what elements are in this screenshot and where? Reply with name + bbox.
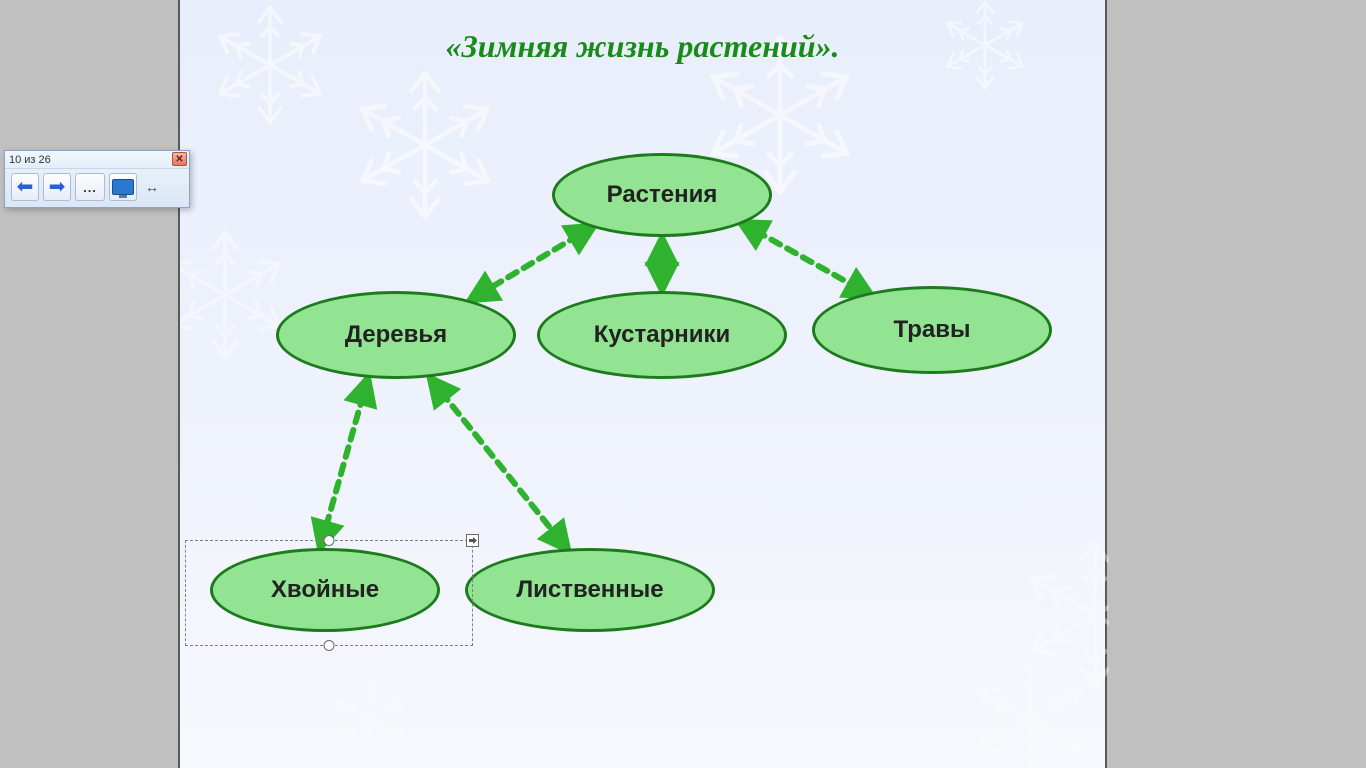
- next-slide-button[interactable]: ➡: [43, 173, 71, 201]
- close-icon: ✕: [175, 154, 183, 165]
- selection-handle-corner[interactable]: [466, 534, 479, 547]
- node-label: Деревья: [345, 321, 447, 349]
- selection-handle-bottom[interactable]: [324, 640, 335, 651]
- selection-box[interactable]: [185, 540, 473, 646]
- selection-handle-top[interactable]: [324, 535, 335, 546]
- node-label: Лиственные: [516, 576, 663, 604]
- snowflake-bg: [180, 0, 1109, 768]
- swap-icon: ↔: [145, 179, 159, 195]
- presentation-slide: «Зимняя жизнь растений». Растения Деревья…: [178, 0, 1107, 768]
- toolbar-close-button[interactable]: ✕: [172, 152, 187, 166]
- monitor-icon: [112, 179, 134, 195]
- node-label: Растения: [607, 181, 718, 209]
- toolbar-titlebar[interactable]: 10 из 26 ✕: [5, 151, 189, 169]
- diagram-node-root[interactable]: Растения: [552, 153, 772, 237]
- toolbar-body: ⬅ ➡ ... ↔: [5, 169, 189, 205]
- presenter-view-button[interactable]: [109, 173, 137, 201]
- slide-menu-button[interactable]: ...: [75, 173, 105, 201]
- diagram-edge: [430, 378, 568, 550]
- toolbar-title: 10 из 26: [9, 154, 51, 166]
- arrow-right-icon: ➡: [49, 177, 66, 197]
- arrow-left-icon: ⬅: [17, 177, 34, 197]
- diagram-node-herbs[interactable]: Травы: [812, 286, 1052, 374]
- swap-displays-button[interactable]: ↔: [141, 173, 163, 201]
- diagram-node-trees[interactable]: Деревья: [276, 291, 516, 379]
- slide-title: «Зимняя жизнь растений».: [180, 28, 1105, 65]
- node-label: Кустарники: [594, 321, 731, 349]
- diagram-edge: [740, 222, 872, 296]
- ellipsis-icon: ...: [83, 180, 97, 195]
- diagram-edge: [470, 226, 594, 300]
- diagram-edges: [180, 0, 1109, 768]
- slideshow-nav-toolbar[interactable]: 10 из 26 ✕ ⬅ ➡ ... ↔: [4, 150, 190, 208]
- node-label: Травы: [893, 316, 970, 344]
- diagram-edge: [320, 378, 368, 548]
- diagram-node-leafy[interactable]: Лиственные: [465, 548, 715, 632]
- diagram-node-shrubs[interactable]: Кустарники: [537, 291, 787, 379]
- prev-slide-button[interactable]: ⬅: [11, 173, 39, 201]
